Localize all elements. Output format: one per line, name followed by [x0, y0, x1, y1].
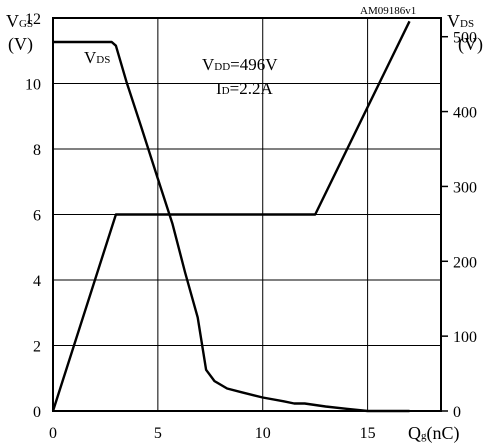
right-tick-label: 0 [453, 404, 461, 421]
left-axis-unit: (V) [8, 34, 33, 55]
right-axis-title: VDS [447, 11, 474, 31]
right-tick-label: 300 [453, 179, 477, 196]
x-tick-labels: 0 5 10 15 [49, 425, 376, 442]
x-tick-label: 0 [49, 425, 57, 442]
x-axis-title: Qg(nC) [408, 423, 460, 444]
left-tick-label: 4 [33, 273, 41, 290]
right-tick-label: 500 [453, 30, 477, 47]
vds-series-line [53, 40, 410, 413]
chart-code: AM09186v1 [360, 5, 416, 17]
right-tick-label: 100 [453, 329, 477, 346]
x-tick-label: 10 [255, 425, 271, 442]
left-tick-labels: 0 2 4 6 8 10 12 [25, 11, 41, 421]
right-tick-label: 400 [453, 105, 477, 122]
left-tick-label: 10 [25, 77, 41, 94]
left-tick-label: 6 [33, 208, 41, 225]
left-axis-title: VGS [6, 11, 33, 31]
right-tick-labels: 0 100 200 300 400 500 [441, 30, 477, 421]
left-tick-label: 2 [33, 339, 41, 356]
series-layer [51, 20, 411, 413]
left-tick-label: 0 [33, 404, 41, 421]
left-tick-label: 12 [25, 11, 41, 28]
id-annotation: ID=2.2A [216, 79, 273, 98]
right-axis-unit: (V) [458, 34, 483, 55]
plot-frame [52, 17, 442, 412]
vgs-series-line [51, 20, 411, 412]
vdd-annotation: VDD=496V [202, 55, 278, 74]
x-tick-label: 5 [154, 425, 162, 442]
vds-curve-label: VDS [84, 48, 110, 67]
x-tick-label: 15 [360, 425, 376, 442]
right-tick-label: 200 [453, 254, 477, 271]
left-tick-label: 8 [33, 142, 41, 159]
